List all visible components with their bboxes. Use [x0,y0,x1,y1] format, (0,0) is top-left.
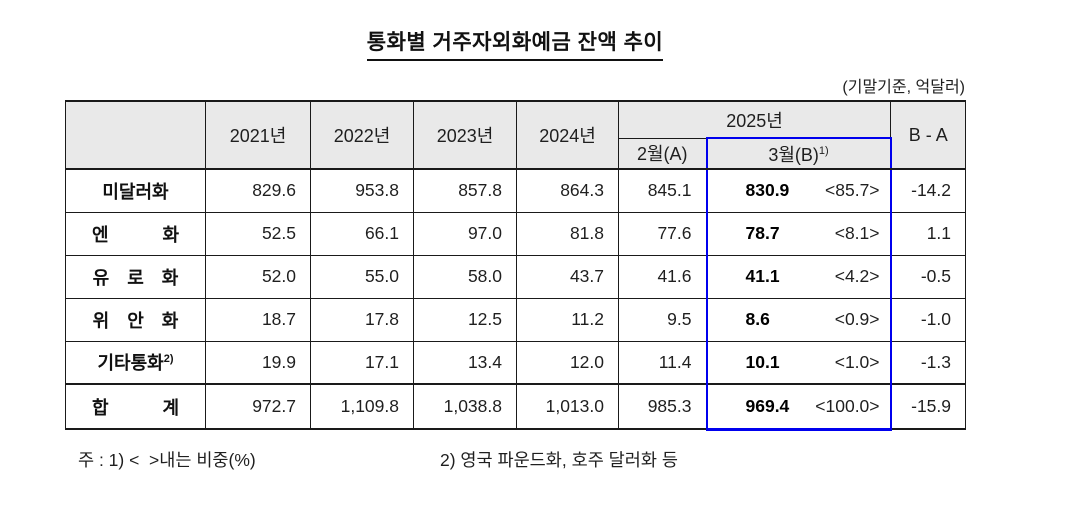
cell-eur-mar: 41.1 <4.2> [705,254,892,299]
col-header-2022: 2022년 [310,100,414,170]
cell-eur-feb: 41.6 [618,254,707,299]
cell-eur-2022: 55.0 [310,254,414,299]
cell-eur-diff: -0.5 [890,254,967,299]
footnotes: 주 : 1) < >내는 비중(%) 2) 영국 파운드화, 호주 달러화 등 [65,447,965,472]
col-header-2024: 2024년 [516,100,619,170]
table-row-eur: 유 로 화 52.0 55.0 58.0 43.7 41.6 41.1 <4.2>… [65,254,967,299]
cell-total-2022: 1,109.8 [310,383,414,430]
cell-usd-mar: 830.9 <85.7> [705,168,892,213]
col-header-2023: 2023년 [413,100,517,170]
cell-cny-2023: 12.5 [413,297,517,342]
cell-cny-2024: 11.2 [516,297,619,342]
table-row-jpy: 엔 화 52.5 66.1 97.0 81.8 77.6 78.7 <8.1> 1… [65,211,967,256]
corner-cell [65,100,206,170]
fx-deposit-table: 2021년 2022년 2023년 2024년 2025년 B - A 2월(A… [65,100,967,431]
mar-share: <4.2> [834,266,880,286]
mar-value: 969.4 [745,395,790,416]
col-header-mar-label: 3월(B) [768,144,819,165]
col-header-2025: 2025년 [617,100,892,139]
col-header-mar: 3월(B)1) [705,137,892,170]
cell-cny-diff: -1.0 [890,297,967,342]
cell-usd-2023: 857.8 [413,168,517,213]
cell-cny-mar: 8.6 <0.9> [705,297,892,342]
cell-jpy-2021: 52.5 [205,211,311,256]
cell-usd-diff: -14.2 [890,168,967,213]
cell-eur-2023: 58.0 [413,254,517,299]
cell-jpy-feb: 77.6 [618,211,707,256]
cell-jpy-2023: 97.0 [413,211,517,256]
mar-value: 10.1 [745,351,780,372]
cell-other-diff: -1.3 [890,340,967,385]
cell-other-2022: 17.1 [310,340,414,385]
header-row-2: 2월(A) 3월(B)1) [66,137,966,170]
cell-total-feb: 985.3 [618,383,707,430]
unit-note: (기말기준, 억달러) [842,79,965,96]
col-header-2021: 2021년 [205,100,311,170]
cell-eur-2024: 43.7 [516,254,619,299]
cell-other-feb: 11.4 [618,340,707,385]
cell-total-diff: -15.9 [890,383,967,430]
cell-usd-2022: 953.8 [310,168,414,213]
table-row-cny: 위 안 화 18.7 17.8 12.5 11.2 9.5 8.6 <0.9> -… [65,297,967,342]
col-header-feb: 2월(A) [618,137,707,170]
cell-total-2021: 972.7 [205,383,311,430]
footnote-1: 주 : 1) < >내는 비중(%) [78,449,256,470]
cell-jpy-mar: 78.7 <8.1> [705,211,892,256]
page-title: 통화별 거주자외화예금 잔액 추이 [366,26,664,61]
cell-jpy-2024: 81.8 [516,211,619,256]
cell-usd-2024: 864.3 [516,168,619,213]
footnote-marker-1: 1) [818,144,829,157]
mar-share: <1.0> [834,351,880,372]
cell-cny-2022: 17.8 [310,297,414,342]
mar-share: <85.7> [825,180,880,201]
mar-value: 830.9 [745,180,790,201]
table-row-usd: 미달러화 829.6 953.8 857.8 864.3 845.1 830.9… [65,168,967,213]
row-label-eur: 유 로 화 [65,254,206,299]
cell-other-mar: 10.1 <1.0> [705,340,892,385]
header-row-1: 2021년 2022년 2023년 2024년 2025년 B - A [65,100,967,170]
cell-jpy-2022: 66.1 [310,211,414,256]
cell-jpy-diff: 1.1 [890,211,967,256]
row-label-jpy: 엔 화 [65,211,206,256]
mar-value: 78.7 [745,223,780,243]
mar-value: 41.1 [745,266,780,286]
mar-share: <0.9> [834,309,880,329]
table-row-total: 합 계 972.7 1,109.8 1,038.8 1,013.0 985.3 … [65,383,967,431]
cell-total-2024: 1,013.0 [516,383,619,430]
cell-other-2023: 13.4 [413,340,517,385]
table-row-other: 기타통화2) 19.9 17.1 13.4 12.0 11.4 10.1 <1.0… [65,340,967,385]
cell-usd-feb: 845.1 [618,168,707,213]
cell-cny-feb: 9.5 [618,297,707,342]
footnote-2: 2) 영국 파운드화, 호주 달러화 등 [440,449,678,470]
mar-share: <100.0> [815,395,880,416]
row-label-other: 기타통화2) [65,340,206,385]
row-label-cny: 위 안 화 [65,297,206,342]
cell-total-mar: 969.4 <100.0> [705,383,892,431]
cell-other-2021: 19.9 [205,340,311,385]
row-label-usd: 미달러화 [65,168,206,213]
cell-usd-2021: 829.6 [205,168,311,213]
mar-value: 8.6 [745,309,770,329]
cell-cny-2021: 18.7 [205,297,311,342]
row-label-total: 합 계 [65,383,206,430]
col-header-diff: B - A [890,100,967,170]
cell-other-2024: 12.0 [516,340,619,385]
cell-eur-2021: 52.0 [205,254,311,299]
footnote-marker-2: 2) [163,353,174,366]
cell-total-2023: 1,038.8 [413,383,517,430]
mar-share: <8.1> [834,223,880,243]
